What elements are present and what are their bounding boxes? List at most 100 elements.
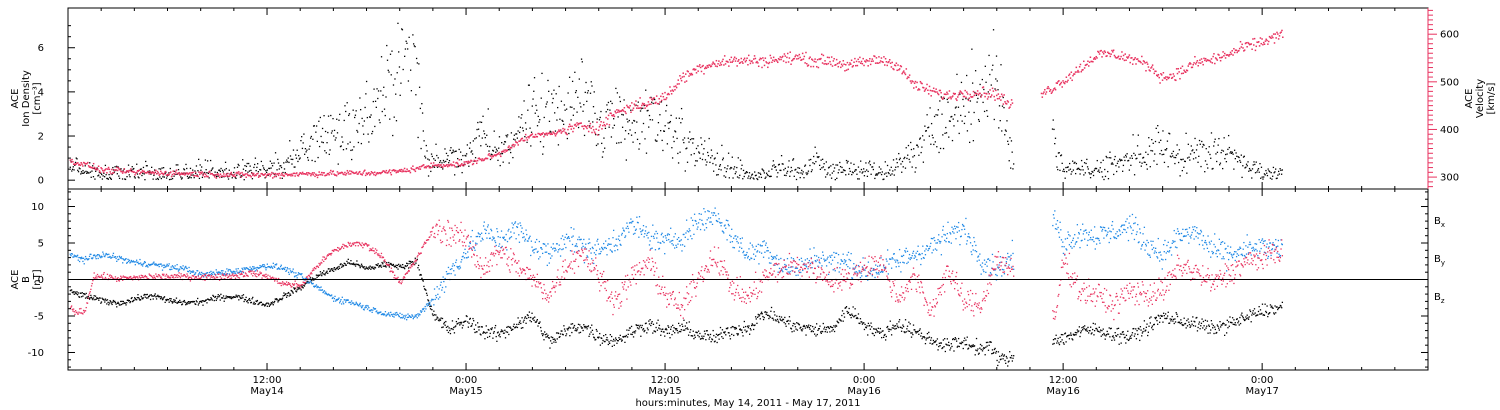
b-bx-point: [100, 301, 103, 303]
velocity-point: [979, 92, 981, 95]
b-by-point: [156, 264, 158, 267]
velocity-point: [684, 81, 686, 83]
b-bx-point: [70, 289, 72, 291]
b-by-point: [144, 261, 146, 264]
b-bx-point: [103, 299, 105, 301]
density-point: [1268, 170, 1270, 172]
b-bx-point: [335, 267, 337, 269]
velocity-point: [446, 165, 449, 168]
velocity-point: [299, 172, 301, 174]
density-point: [186, 167, 188, 170]
velocity-point: [294, 175, 296, 177]
b-bx-point: [437, 319, 440, 321]
b-bx-point: [372, 267, 375, 270]
velocity-point: [791, 59, 793, 62]
velocity-point: [859, 62, 862, 64]
velocity-point: [160, 170, 162, 173]
velocity-point: [1225, 54, 1228, 56]
velocity-point: [864, 61, 867, 63]
density-point: [106, 177, 109, 180]
velocity-point: [992, 90, 995, 92]
velocity-point: [578, 122, 581, 125]
b-bx-point: [443, 321, 446, 324]
density-point: [450, 147, 452, 149]
b-bx-point: [617, 340, 619, 342]
b-bx-point: [235, 294, 237, 296]
density-point: [389, 53, 392, 55]
velocity-point: [376, 172, 378, 174]
b-bx-point: [762, 318, 765, 321]
density-point: [142, 166, 145, 169]
velocity-point: [1086, 63, 1088, 66]
density-point: [1108, 157, 1110, 159]
b-bx-point: [957, 337, 960, 340]
b-by-point: [85, 257, 87, 260]
density-point: [1280, 173, 1283, 175]
density-point: [1224, 157, 1226, 160]
velocity-point: [708, 64, 710, 66]
density-point: [416, 62, 419, 64]
b-bx-point: [107, 301, 109, 304]
density-point: [789, 175, 791, 177]
b-bx-point: [997, 364, 999, 367]
density-point: [729, 168, 731, 170]
b-bx-point: [1109, 336, 1111, 338]
density-point: [1163, 161, 1166, 164]
b-by-point: [116, 256, 119, 258]
density-point: [371, 132, 373, 135]
density-point: [871, 166, 874, 168]
density-point: [1225, 161, 1228, 163]
b-bx-point: [183, 300, 185, 303]
density-point: [895, 166, 897, 168]
velocity-point: [120, 170, 122, 173]
velocity-point: [1257, 41, 1259, 44]
b-bx-point: [436, 316, 438, 318]
b-bx-point: [359, 266, 361, 269]
density-point: [720, 169, 722, 171]
b-bx-point: [1221, 324, 1223, 326]
b-bx-point: [565, 334, 567, 337]
b-bx-point: [1007, 361, 1010, 363]
b-bx-point: [733, 326, 736, 329]
velocity-point: [735, 57, 738, 60]
velocity-point: [599, 124, 602, 126]
velocity-point: [667, 92, 670, 95]
b-bx-point: [676, 329, 678, 332]
b-bx-point: [1000, 358, 1002, 360]
velocity-point: [671, 89, 674, 91]
velocity-point: [192, 171, 194, 174]
density-point: [283, 168, 286, 170]
b-bx-point: [249, 299, 251, 302]
velocity-point: [145, 172, 147, 174]
velocity-point: [690, 72, 693, 75]
b-bx-point: [1231, 322, 1233, 324]
density-point: [851, 171, 854, 173]
velocity-point: [195, 174, 198, 177]
density-point: [737, 157, 739, 159]
velocity-point: [874, 55, 876, 58]
velocity-point: [150, 171, 152, 174]
b-bx-point: [258, 303, 260, 305]
velocity-point: [151, 171, 154, 173]
velocity-point: [904, 73, 907, 76]
velocity-point: [456, 161, 458, 164]
density-point: [895, 158, 898, 160]
b-bx-point: [1166, 315, 1169, 317]
density-point: [328, 153, 330, 156]
b-bx-point: [980, 348, 982, 351]
velocity-point: [172, 170, 174, 173]
b-bx-point: [145, 294, 147, 296]
velocity-point: [88, 166, 91, 168]
b-bx-point: [206, 302, 208, 304]
velocity-point: [687, 70, 689, 73]
velocity-point: [329, 171, 331, 174]
velocity-point: [1090, 60, 1092, 63]
b-bx-point: [680, 329, 682, 331]
density-point: [136, 173, 139, 175]
velocity-point: [726, 60, 728, 63]
velocity-point: [790, 63, 792, 65]
b-bx-point: [334, 268, 336, 270]
b-bx-point: [587, 325, 589, 328]
b-by-point: [118, 255, 121, 257]
b-bx-point: [181, 303, 184, 305]
